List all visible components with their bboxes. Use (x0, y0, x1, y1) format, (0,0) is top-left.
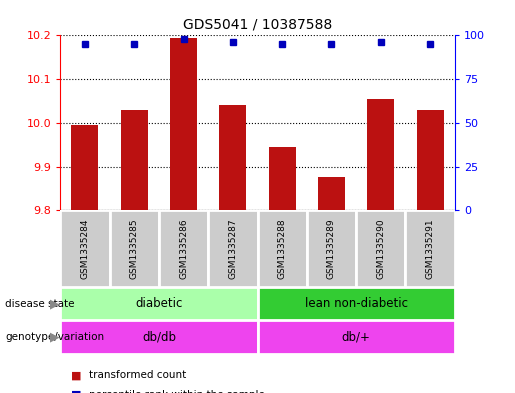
Bar (258, 210, 307, 287)
Text: ■: ■ (71, 390, 81, 393)
Text: GSM1335285: GSM1335285 (130, 218, 139, 279)
Bar (307, 210, 356, 287)
Text: GSM1335284: GSM1335284 (80, 219, 90, 279)
Bar (318, 178, 345, 210)
Text: percentile rank within the sample: percentile rank within the sample (89, 390, 265, 393)
Text: GSM1335289: GSM1335289 (327, 218, 336, 279)
Bar (258, 320, 455, 354)
Text: transformed count: transformed count (89, 370, 186, 380)
Title: GDS5041 / 10387588: GDS5041 / 10387588 (183, 17, 332, 31)
Text: db/db: db/db (142, 331, 176, 343)
Text: GSM1335291: GSM1335291 (425, 218, 435, 279)
Bar (60, 320, 258, 354)
Bar (258, 287, 455, 320)
Bar (110, 210, 159, 287)
Text: lean non-diabetic: lean non-diabetic (305, 297, 408, 310)
Text: GSM1335286: GSM1335286 (179, 218, 188, 279)
Bar (159, 210, 208, 287)
Text: ▶: ▶ (50, 297, 60, 310)
Text: GSM1335287: GSM1335287 (228, 218, 237, 279)
Bar (72, 125, 98, 210)
Text: genotype/variation: genotype/variation (5, 332, 104, 342)
Bar (60, 287, 258, 320)
Text: ▶: ▶ (50, 331, 60, 343)
Text: GSM1335290: GSM1335290 (376, 218, 385, 279)
Bar (208, 210, 258, 287)
Bar (367, 99, 394, 210)
Text: diabetic: diabetic (135, 297, 182, 310)
Bar (60, 210, 110, 287)
Bar (269, 147, 296, 210)
Bar (417, 110, 443, 210)
Bar (405, 210, 455, 287)
Bar (170, 38, 197, 210)
Bar (219, 105, 246, 210)
Text: db/+: db/+ (341, 331, 371, 343)
Text: disease state: disease state (5, 299, 75, 309)
Text: GSM1335288: GSM1335288 (278, 218, 287, 279)
Text: ■: ■ (71, 370, 81, 380)
Bar (356, 210, 405, 287)
Bar (121, 110, 148, 210)
